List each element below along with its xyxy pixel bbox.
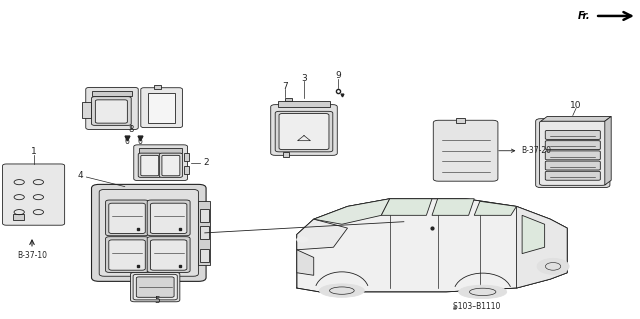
Ellipse shape — [319, 284, 364, 297]
Text: B-37-10: B-37-10 — [17, 251, 47, 260]
FancyBboxPatch shape — [279, 114, 329, 150]
FancyBboxPatch shape — [540, 121, 606, 185]
FancyBboxPatch shape — [141, 88, 182, 128]
FancyBboxPatch shape — [136, 277, 174, 297]
FancyBboxPatch shape — [109, 240, 145, 270]
Bar — [278, 101, 330, 107]
Text: Fr.: Fr. — [577, 11, 590, 21]
Text: B-37-20: B-37-20 — [522, 146, 552, 155]
FancyBboxPatch shape — [134, 145, 188, 181]
Polygon shape — [314, 199, 390, 224]
Bar — [198, 201, 210, 265]
Bar — [456, 118, 465, 123]
FancyBboxPatch shape — [536, 119, 610, 188]
Text: 3: 3 — [301, 74, 307, 83]
Text: 6: 6 — [137, 137, 142, 146]
Polygon shape — [516, 206, 567, 288]
Bar — [154, 85, 161, 89]
FancyBboxPatch shape — [141, 155, 159, 176]
FancyBboxPatch shape — [86, 87, 138, 130]
Polygon shape — [605, 116, 611, 185]
FancyBboxPatch shape — [545, 141, 600, 150]
FancyBboxPatch shape — [109, 203, 145, 234]
Polygon shape — [432, 199, 474, 215]
FancyBboxPatch shape — [545, 151, 600, 160]
FancyBboxPatch shape — [275, 111, 333, 152]
FancyBboxPatch shape — [162, 155, 180, 176]
Bar — [184, 166, 189, 174]
Bar — [200, 209, 209, 222]
FancyBboxPatch shape — [92, 184, 206, 281]
FancyBboxPatch shape — [133, 274, 177, 300]
FancyBboxPatch shape — [545, 130, 600, 139]
FancyBboxPatch shape — [433, 120, 498, 181]
Bar — [283, 152, 289, 157]
Bar — [139, 148, 182, 153]
Text: 1: 1 — [31, 147, 36, 156]
FancyBboxPatch shape — [3, 164, 65, 225]
FancyBboxPatch shape — [95, 100, 127, 123]
Bar — [92, 91, 132, 96]
FancyBboxPatch shape — [271, 105, 337, 155]
Bar — [285, 98, 292, 101]
FancyBboxPatch shape — [150, 203, 187, 234]
FancyBboxPatch shape — [99, 189, 198, 276]
Polygon shape — [297, 250, 314, 275]
Bar — [13, 214, 24, 220]
Polygon shape — [474, 201, 516, 215]
Text: 4: 4 — [77, 171, 83, 180]
Ellipse shape — [459, 285, 507, 299]
Text: 5: 5 — [154, 296, 159, 305]
Polygon shape — [541, 116, 611, 121]
FancyBboxPatch shape — [159, 153, 182, 177]
FancyBboxPatch shape — [92, 97, 131, 125]
Polygon shape — [381, 199, 432, 215]
Ellipse shape — [297, 237, 308, 242]
Text: 7: 7 — [282, 82, 287, 91]
Text: S103–B1110: S103–B1110 — [453, 302, 503, 311]
Text: 10: 10 — [570, 101, 582, 110]
Polygon shape — [522, 215, 545, 254]
Bar — [148, 93, 175, 123]
Bar — [184, 153, 189, 161]
FancyBboxPatch shape — [106, 200, 148, 236]
Text: 6: 6 — [124, 137, 129, 146]
Circle shape — [537, 258, 569, 274]
Text: 9: 9 — [335, 71, 340, 80]
FancyBboxPatch shape — [150, 240, 187, 270]
Polygon shape — [297, 199, 567, 292]
Bar — [200, 226, 209, 239]
Text: 8: 8 — [129, 125, 134, 134]
FancyBboxPatch shape — [545, 171, 600, 180]
Polygon shape — [297, 219, 348, 250]
Text: 8: 8 — [453, 306, 457, 311]
FancyBboxPatch shape — [147, 200, 190, 236]
Text: 2: 2 — [203, 158, 209, 167]
FancyBboxPatch shape — [138, 153, 161, 177]
Bar — [200, 249, 209, 262]
FancyBboxPatch shape — [545, 161, 600, 170]
FancyBboxPatch shape — [131, 272, 180, 302]
FancyBboxPatch shape — [147, 237, 190, 272]
FancyBboxPatch shape — [106, 237, 148, 272]
Bar — [82, 102, 91, 118]
